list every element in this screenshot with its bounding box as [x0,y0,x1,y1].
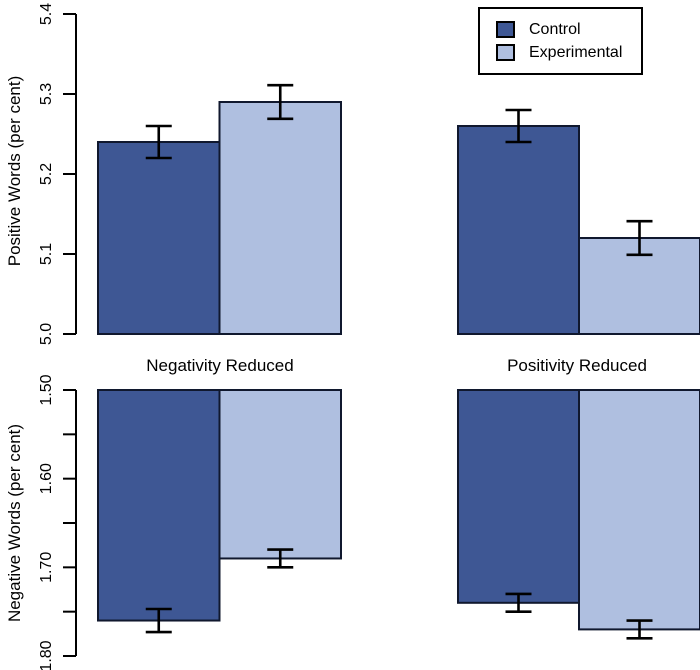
y-tick-label: 5.1 [38,243,55,265]
error-bar [505,108,532,144]
legend-label-control: Control [529,20,581,38]
legend-item-control: Control [496,21,641,38]
bar-positive-words-negativity-reduced-experimental [218,101,342,335]
legend-item-experimental: Experimental [496,44,641,61]
y-tick-label: 5.0 [38,323,55,345]
group-label-negativity-reduced: Negativity Reduced [146,356,293,375]
y-tick-label: 1.70 [38,552,55,583]
y-axis-title-negative-words: Negative Words (per cent) [5,424,24,622]
error-bar [626,619,653,640]
error-bar [145,607,172,634]
y-axis-title-positive-words: Positive Words (per cent) [5,76,24,267]
y-tick-label: 1.50 [38,374,55,405]
bar-negative-words-positivity-reduced-experimental [578,389,700,631]
bar-negative-words-negativity-reduced-control [97,389,221,622]
group-label-positivity-reduced: Positivity Reduced [507,356,647,375]
bar-negative-words-negativity-reduced-experimental [218,389,342,560]
error-bar [626,219,653,257]
y-tick-label: 1.80 [38,640,55,670]
legend-label-experimental: Experimental [529,43,623,61]
error-bar [267,83,294,121]
error-bar [505,592,532,613]
error-bar [145,124,172,160]
bar-positive-words-positivity-reduced-control [457,125,580,335]
control-swatch-icon [496,21,515,38]
y-tick-label: 5.2 [38,163,55,185]
y-tick-label: 5.4 [38,3,55,25]
legend: Control Experimental [478,7,643,75]
error-bar [267,548,294,569]
y-tick-label: 5.3 [38,83,55,105]
experimental-swatch-icon [496,44,515,61]
bar-negative-words-positivity-reduced-control [457,389,580,604]
y-tick-label: 1.60 [38,463,55,494]
bar-positive-words-negativity-reduced-control [97,141,221,335]
